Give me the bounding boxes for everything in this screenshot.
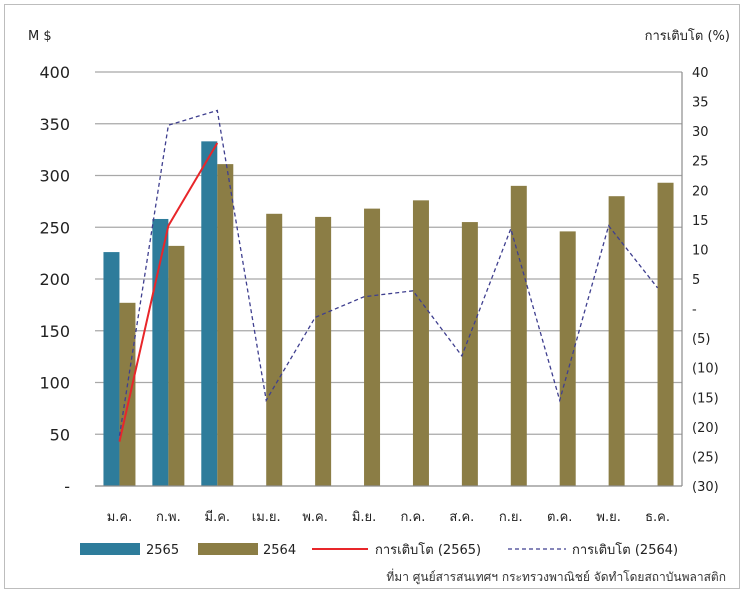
axes bbox=[95, 72, 683, 487]
bar-2565-2 bbox=[201, 141, 218, 486]
x-tick-label: ส.ค. bbox=[449, 510, 474, 525]
right-tick-label: (20) bbox=[692, 421, 719, 436]
x-axis-ticks: ม.ค. ก.พ. มี.ค. เม.ย. พ.ค. มิ.ย. ก.ค. ส.ค. ก.ย. ต… bbox=[107, 509, 670, 525]
right-tick-label: (30) bbox=[692, 480, 719, 495]
legend-label-growth-2565: การเติบโต (2565) bbox=[375, 542, 481, 558]
bar-2564-1 bbox=[168, 245, 185, 486]
right-tick-label: 40 bbox=[692, 66, 709, 81]
bar-2564-5 bbox=[364, 208, 381, 486]
gridlines bbox=[95, 71, 682, 435]
right-tick-label: (5) bbox=[692, 332, 710, 347]
right-tick-label: (10) bbox=[692, 362, 719, 377]
x-tick-label: พ.ค. bbox=[302, 510, 328, 525]
bar-2564-3 bbox=[266, 213, 283, 487]
right-axis-ticks: (30) (25) (20) (15) (10) (5) - 5 10 15 20 25 30 35 40 bbox=[692, 66, 719, 495]
legend-label-2565: 2565 bbox=[146, 543, 179, 558]
growth-lines bbox=[118, 109, 659, 442]
bar-2564-2 bbox=[217, 164, 234, 487]
x-tick-label: ม.ค. bbox=[107, 510, 133, 525]
right-tick-label: - bbox=[692, 303, 697, 318]
right-tick-label: 10 bbox=[692, 243, 709, 258]
bar-2564-8 bbox=[510, 185, 527, 486]
x-tick-label: เม.ย. bbox=[252, 510, 281, 525]
right-tick-label: 30 bbox=[692, 125, 709, 140]
left-axis-ticks: - 50 100 150 200 250 300 350 400 bbox=[39, 63, 70, 496]
bar-2565-0 bbox=[103, 252, 120, 486]
bar-2564-9 bbox=[559, 231, 576, 486]
source-note: ที่มา ศูนย์สารสนเทศฯ กระทรวงพาณิชย์ จัดท… bbox=[386, 570, 726, 584]
x-tick-label: มี.ค. bbox=[205, 509, 231, 525]
left-axis-unit: M $ bbox=[28, 29, 52, 44]
bar-2564-6 bbox=[412, 200, 429, 486]
right-tick-label: 5 bbox=[692, 273, 700, 288]
legend-label-2564: 2564 bbox=[263, 543, 296, 558]
bars bbox=[103, 141, 674, 487]
line-series-0 bbox=[118, 142, 219, 442]
left-tick-label: 250 bbox=[39, 218, 70, 237]
left-tick-label: 350 bbox=[39, 115, 70, 134]
bar-2564-10 bbox=[608, 196, 625, 486]
bar-2564-7 bbox=[461, 222, 478, 486]
legend: 2565 2564 การเติบโต (2565) การเติบโต (2564) bbox=[80, 542, 678, 558]
left-tick-label: - bbox=[64, 477, 70, 496]
bar-2564-4 bbox=[315, 216, 332, 486]
right-tick-label: 20 bbox=[692, 184, 709, 199]
legend-swatch-2564 bbox=[198, 543, 258, 555]
x-tick-label: ต.ค. bbox=[547, 510, 572, 525]
left-tick-label: 200 bbox=[39, 270, 70, 289]
x-tick-label: มิ.ย. bbox=[352, 510, 376, 525]
x-tick-label: ก.ย. bbox=[499, 510, 523, 525]
x-tick-label: ก.ค. bbox=[401, 510, 426, 525]
line-series-1 bbox=[118, 109, 659, 436]
right-tick-label: (25) bbox=[692, 450, 719, 465]
right-tick-label: 15 bbox=[692, 214, 709, 229]
right-tick-label: (15) bbox=[692, 391, 719, 406]
chart-frame bbox=[4, 4, 740, 589]
bar-2565-1 bbox=[152, 218, 169, 486]
right-axis-unit: การเติบโต (%) bbox=[645, 28, 730, 44]
left-tick-label: 300 bbox=[39, 167, 70, 186]
x-tick-label: ธ.ค. bbox=[645, 510, 670, 525]
x-tick-label: ก.พ. bbox=[156, 510, 181, 525]
bar-2564-11 bbox=[657, 182, 674, 486]
left-tick-label: 400 bbox=[39, 63, 70, 82]
x-tick-label: พ.ย. bbox=[596, 510, 620, 525]
legend-swatch-2565 bbox=[80, 543, 140, 555]
left-tick-label: 50 bbox=[50, 425, 70, 444]
right-tick-label: 25 bbox=[692, 155, 709, 170]
legend-label-growth-2564: การเติบโต (2564) bbox=[572, 542, 678, 558]
left-tick-label: 150 bbox=[39, 322, 70, 341]
right-tick-label: 35 bbox=[692, 96, 709, 111]
left-tick-label: 100 bbox=[39, 374, 70, 393]
bar-2564-0 bbox=[119, 302, 136, 486]
